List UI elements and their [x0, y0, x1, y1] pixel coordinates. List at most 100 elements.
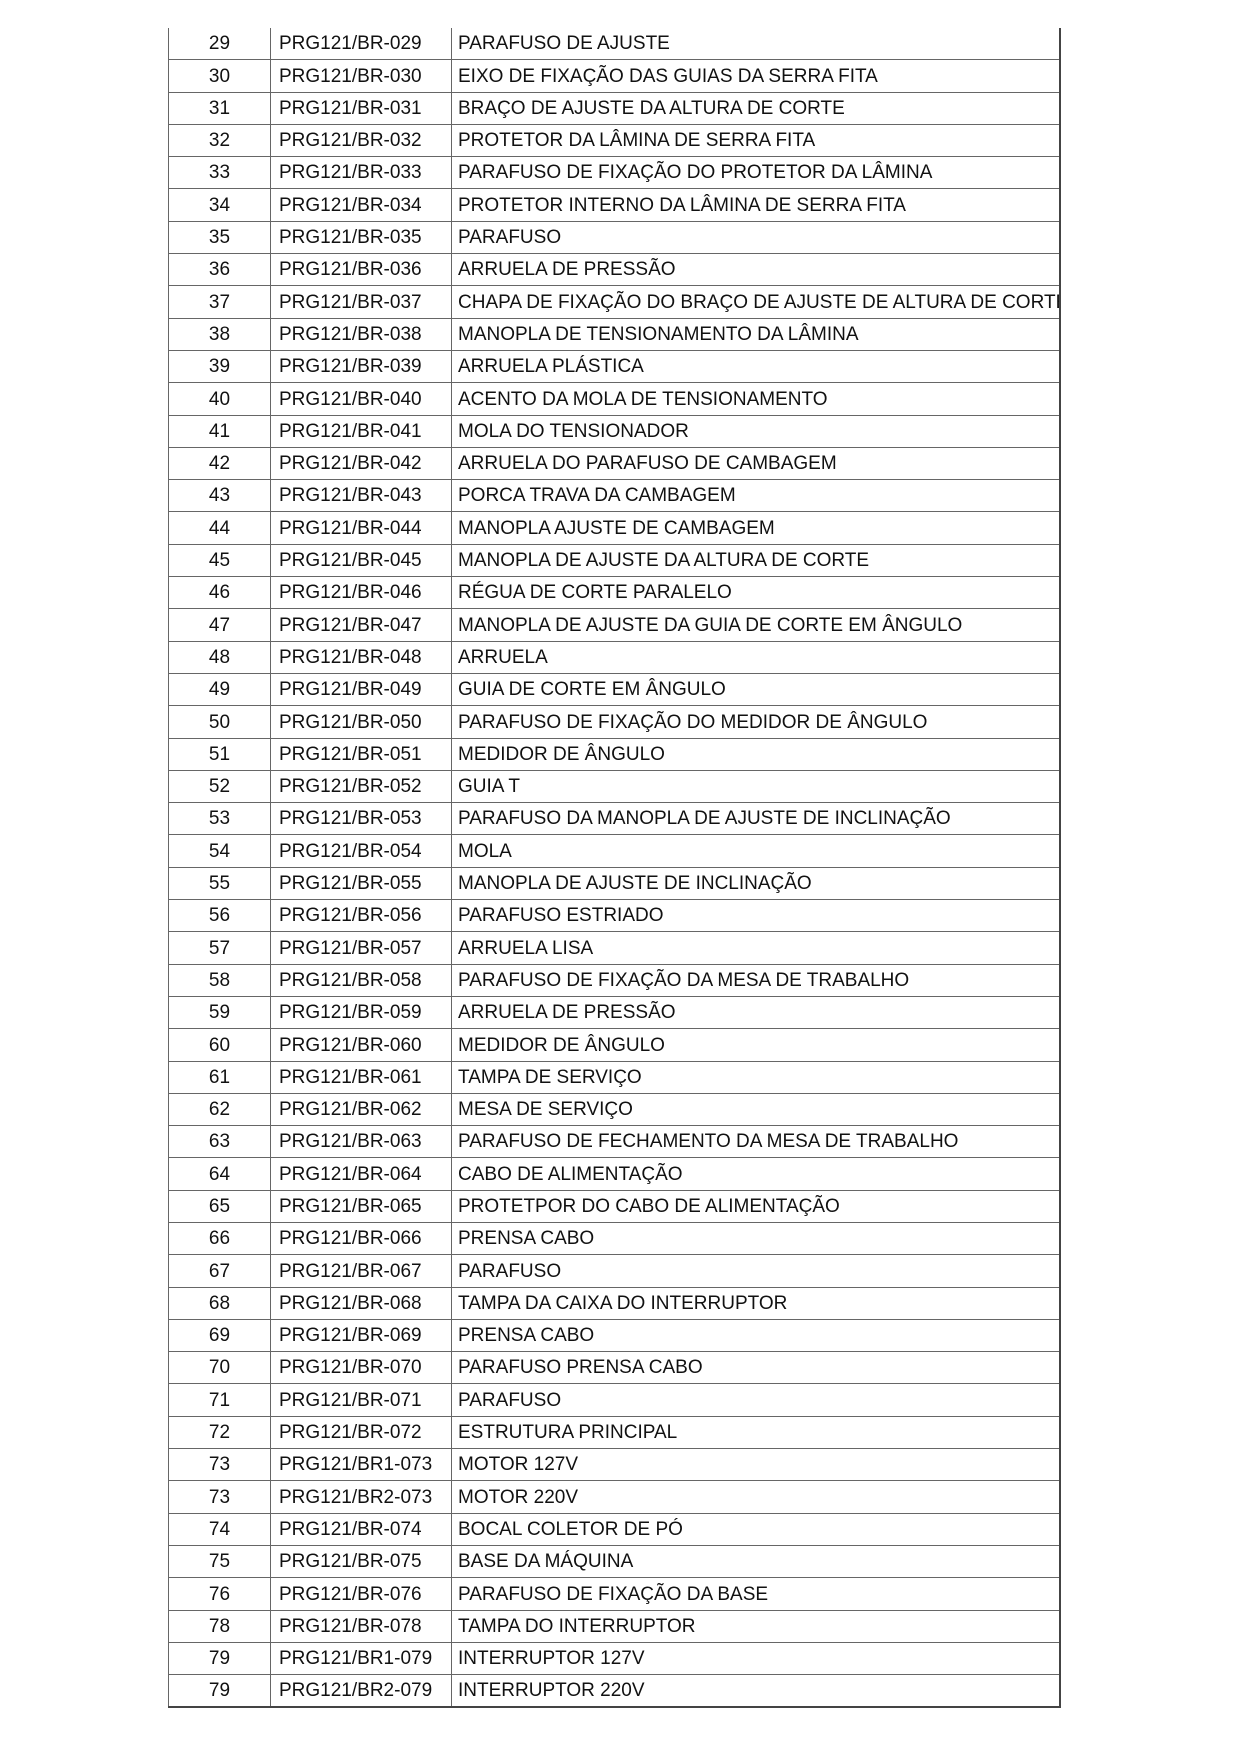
item-number: 43 [168, 479, 271, 513]
item-number: 64 [168, 1157, 271, 1191]
item-number: 32 [168, 123, 271, 158]
part-description: PORCA TRAVA DA CAMBAGEM [451, 479, 1061, 513]
table-row: 31 PRG121/BR-031 BRAÇO DE AJUSTE DA ALTURA… [168, 91, 1061, 125]
part-code: PRG121/BR-053 [270, 802, 452, 836]
part-description: ARRUELA DO PARAFUSO DE CAMBAGEM [451, 446, 1061, 481]
part-code: PRG121/BR-066 [270, 1221, 452, 1256]
part-code: PRG121/BR-052 [270, 769, 452, 804]
table-row: 55 PRG121/BR-055 MANOPLA DE AJUSTE DE INCL… [168, 866, 1061, 901]
part-description: GUIA T [451, 769, 1061, 804]
part-description: PARAFUSO DE AJUSTE [451, 28, 1061, 61]
part-description: CHAPA DE FIXAÇÃO DO BRAÇO DE AJUSTE DE A… [451, 285, 1061, 319]
part-description: PARAFUSO ESTRIADO [451, 899, 1061, 933]
item-number: 30 [168, 59, 271, 93]
table-row: 29 PRG121/BR-029 PARAFUSO DE AJUSTE [168, 28, 1061, 61]
part-description: MOTOR 220V [451, 1480, 1061, 1514]
part-code: PRG121/BR-044 [270, 511, 452, 545]
part-description: BOCAL COLETOR DE PÓ [451, 1512, 1061, 1546]
part-code: PRG121/BR-070 [270, 1351, 452, 1385]
item-number: 67 [168, 1254, 271, 1288]
item-number: 63 [168, 1125, 271, 1159]
item-number: 37 [168, 285, 271, 319]
part-description: PARAFUSO [451, 1254, 1061, 1288]
item-number: 50 [168, 705, 271, 739]
table-row: 79 PRG121/BR1-079 INTERRUPTOR 127V [168, 1641, 1061, 1676]
part-description: CABO DE ALIMENTAÇÃO [451, 1157, 1061, 1191]
part-description: ARRUELA PLÁSTICA [451, 349, 1061, 384]
item-number: 33 [168, 156, 271, 190]
part-code: PRG121/BR-055 [270, 866, 452, 901]
table-row: 48 PRG121/BR-048 ARRUELA [168, 640, 1061, 674]
part-code: PRG121/BR-056 [270, 899, 452, 933]
part-description: BASE DA MÁQUINA [451, 1544, 1061, 1579]
table-row: 72 PRG121/BR-072 ESTRUTURA PRINCIPAL [168, 1415, 1061, 1450]
part-code: PRG121/BR-029 [270, 28, 452, 61]
table-row: 30 PRG121/BR-030 EIXO DE FIXAÇÃO DAS GUIAS… [168, 59, 1061, 93]
part-description: ARRUELA [451, 640, 1061, 674]
item-number: 48 [168, 640, 271, 674]
part-description: PARAFUSO PRENSA CABO [451, 1351, 1061, 1385]
table-row: 52 PRG121/BR-052 GUIA T [168, 769, 1061, 804]
table-row: 78 PRG121/BR-078 TAMPA DO INTERRUPTOR [168, 1609, 1061, 1643]
part-code: PRG121/BR-059 [270, 995, 452, 1030]
part-description: PRENSA CABO [451, 1318, 1061, 1353]
part-code: PRG121/BR-046 [270, 576, 452, 610]
table-row: 70 PRG121/BR-070 PARAFUSO PRENSA CABO [168, 1351, 1061, 1385]
item-number: 34 [168, 188, 271, 222]
item-number: 29 [168, 28, 271, 61]
item-number: 79 [168, 1674, 271, 1709]
part-description: ARRUELA DE PRESSÃO [451, 253, 1061, 287]
part-code: PRG121/BR-067 [270, 1254, 452, 1288]
table-row: 66 PRG121/BR-066 PRENSA CABO [168, 1221, 1061, 1256]
part-code: PRG121/BR-063 [270, 1125, 452, 1159]
item-number: 73 [168, 1480, 271, 1514]
part-description: BRAÇO DE AJUSTE DA ALTURA DE CORTE [451, 91, 1061, 125]
part-code: PRG121/BR-064 [270, 1157, 452, 1191]
part-code: PRG121/BR-048 [270, 640, 452, 674]
table-row: 69 PRG121/BR-069 PRENSA CABO [168, 1318, 1061, 1353]
item-number: 54 [168, 834, 271, 868]
item-number: 74 [168, 1512, 271, 1546]
part-code: PRG121/BR-068 [270, 1286, 452, 1320]
part-description: ARRUELA DE PRESSÃO [451, 995, 1061, 1030]
table-row: 56 PRG121/BR-056 PARAFUSO ESTRIADO [168, 899, 1061, 933]
part-description: PARAFUSO [451, 220, 1061, 255]
part-description: MOLA DO TENSIONADOR [451, 414, 1061, 448]
item-number: 61 [168, 1060, 271, 1094]
part-code: PRG121/BR-032 [270, 123, 452, 158]
item-number: 41 [168, 414, 271, 448]
item-number: 46 [168, 576, 271, 610]
part-code: PRG121/BR-078 [270, 1609, 452, 1643]
table-row: 33 PRG121/BR-033 PARAFUSO DE FIXAÇÃO DO PR… [168, 156, 1061, 190]
part-code: PRG121/BR2-079 [270, 1674, 452, 1709]
part-code: PRG121/BR-041 [270, 414, 452, 448]
table-row: 64 PRG121/BR-064 CABO DE ALIMENTAÇÃO [168, 1157, 1061, 1191]
part-code: PRG121/BR-074 [270, 1512, 452, 1546]
part-description: EIXO DE FIXAÇÃO DAS GUIAS DA SERRA FITA [451, 59, 1061, 93]
part-code: PRG121/BR1-073 [270, 1448, 452, 1482]
part-code: PRG121/BR-034 [270, 188, 452, 222]
part-description: PARAFUSO DE FIXAÇÃO DO MEDIDOR DE ÂNGULO [451, 705, 1061, 739]
part-description: PARAFUSO DE FIXAÇÃO DO PROTETOR DA LÂMIN… [451, 156, 1061, 190]
item-number: 71 [168, 1383, 271, 1417]
table-row: 43 PRG121/BR-043 PORCA TRAVA DA CAMBAGEM [168, 479, 1061, 513]
parts-table: 29 PRG121/BR-029 PARAFUSO DE AJUSTE 30 PRG12… [168, 28, 1061, 1709]
item-number: 55 [168, 866, 271, 901]
part-code: PRG121/BR-033 [270, 156, 452, 190]
part-code: PRG121/BR-058 [270, 963, 452, 997]
item-number: 78 [168, 1609, 271, 1643]
part-code: PRG121/BR2-073 [270, 1480, 452, 1514]
part-description: PROTETPOR DO CABO DE ALIMENTAÇÃO [451, 1189, 1061, 1223]
item-number: 44 [168, 511, 271, 545]
item-number: 53 [168, 802, 271, 836]
part-code: PRG121/BR-030 [270, 59, 452, 93]
part-description: PROTETOR DA LÂMINA DE SERRA FITA [451, 123, 1061, 158]
table-row: 37 PRG121/BR-037 CHAPA DE FIXAÇÃO DO BRAÇO… [168, 285, 1061, 319]
part-description: PARAFUSO DE FIXAÇÃO DA MESA DE TRABALHO [451, 963, 1061, 997]
table-row: 57 PRG121/BR-057 ARRUELA LISA [168, 931, 1061, 965]
table-row: 34 PRG121/BR-034 PROTETOR INTERNO DA LÂMIN… [168, 188, 1061, 222]
item-number: 57 [168, 931, 271, 965]
part-code: PRG121/BR-047 [270, 608, 452, 642]
item-number: 59 [168, 995, 271, 1030]
item-number: 40 [168, 382, 271, 416]
